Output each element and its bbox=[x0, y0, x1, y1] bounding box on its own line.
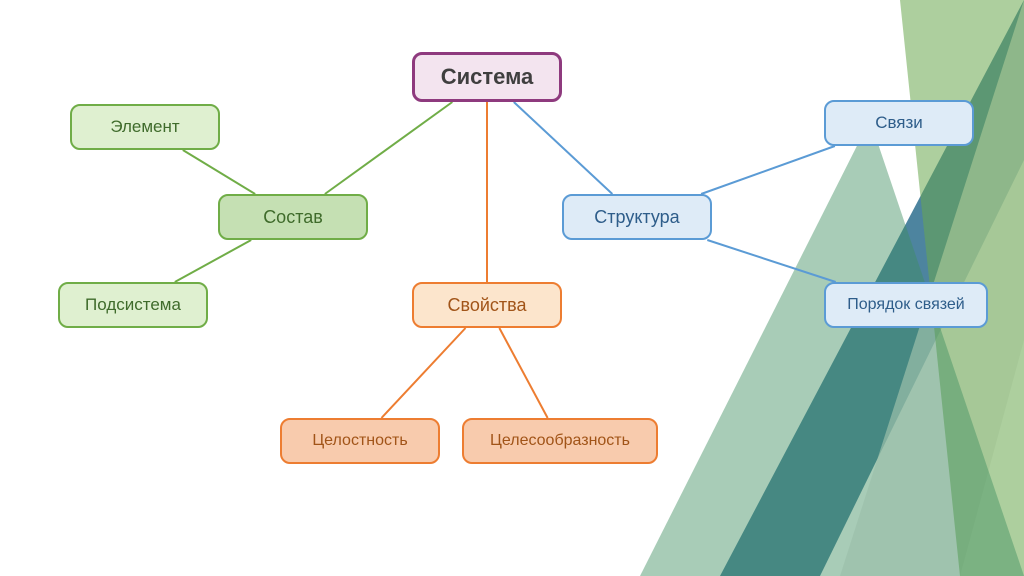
node-sostav: Состав bbox=[218, 194, 368, 240]
edge-root-struct bbox=[514, 102, 613, 194]
node-podsys: Подсистема bbox=[58, 282, 208, 328]
node-struct: Структура bbox=[562, 194, 712, 240]
node-root: Система bbox=[412, 52, 562, 102]
diagram-canvas: { "canvas": { "width": 1024, "height": 5… bbox=[0, 0, 1024, 576]
edge-struct-poryad bbox=[707, 240, 835, 282]
node-label-podsys: Подсистема bbox=[85, 295, 181, 315]
edge-root-sostav bbox=[325, 102, 452, 194]
node-label-poryad: Порядок связей bbox=[847, 296, 964, 314]
node-svoist: Свойства bbox=[412, 282, 562, 328]
node-label-element: Элемент bbox=[110, 117, 179, 137]
node-label-celost: Целостность bbox=[312, 432, 407, 450]
edge-struct-svyazi bbox=[701, 146, 835, 194]
edge-svoist-celeso bbox=[499, 328, 547, 418]
edge-svoist-celost bbox=[381, 328, 465, 418]
node-svyazi: Связи bbox=[824, 100, 974, 146]
node-celost: Целостность bbox=[280, 418, 440, 464]
edge-sostav-podsys bbox=[175, 240, 251, 282]
node-label-root: Система bbox=[441, 64, 534, 90]
node-poryad: Порядок связей bbox=[824, 282, 988, 328]
node-celeso: Целесообразность bbox=[462, 418, 658, 464]
node-label-celeso: Целесообразность bbox=[490, 432, 630, 450]
node-element: Элемент bbox=[70, 104, 220, 150]
node-label-struct: Структура bbox=[594, 207, 679, 228]
edge-sostav-element bbox=[183, 150, 255, 194]
node-label-svoist: Свойства bbox=[447, 295, 526, 316]
node-label-svyazi: Связи bbox=[875, 113, 923, 133]
node-label-sostav: Состав bbox=[263, 207, 323, 228]
